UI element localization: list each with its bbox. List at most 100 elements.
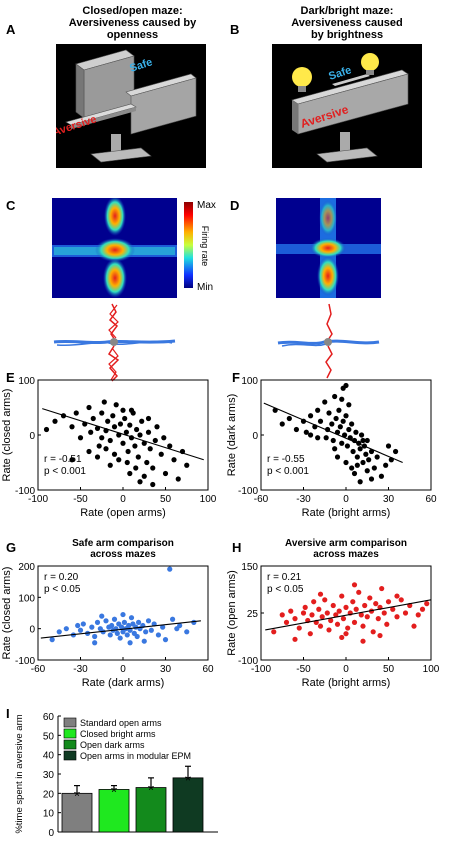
data-point: [118, 624, 125, 630]
panel-label-f: F: [232, 370, 240, 385]
x-axis-label: Rate (bright arms): [302, 507, 391, 519]
y-tick-label: -100: [238, 656, 258, 667]
data-point: [334, 621, 341, 627]
panel-a-title-line3: openness: [106, 29, 159, 41]
dark-bright-maze-illustration: Safe Aversive: [272, 44, 422, 168]
data-point: [326, 627, 332, 633]
data-point: [105, 418, 111, 424]
data-point: [293, 426, 300, 433]
data-point: [339, 593, 345, 599]
p-value: p < 0.001: [267, 466, 309, 477]
panel-label-e: E: [6, 370, 15, 385]
data-point: [128, 615, 135, 621]
data-point: [343, 382, 349, 389]
data-point: [86, 404, 92, 411]
data-point: [371, 465, 377, 471]
data-point: [344, 443, 351, 449]
light-bulb-icon: [292, 67, 312, 92]
data-point: [69, 457, 75, 463]
data-point: [120, 611, 126, 618]
y-axis-label: Rate (open arms): [226, 570, 238, 656]
data-point: [360, 638, 366, 644]
firing-rate-colorbar: Max Min Firing rate: [184, 200, 216, 293]
legend-entry: Open dark arms: [80, 740, 145, 750]
x-tick-label: 60: [425, 494, 437, 505]
x-tick-label: -60: [254, 494, 269, 505]
data-point: [161, 435, 167, 441]
data-point: [171, 457, 177, 463]
correlation-r: r = 0.20: [44, 572, 79, 583]
data-point: [77, 627, 84, 633]
data-point: [144, 459, 150, 466]
data-point: [375, 616, 381, 622]
data-point: [357, 479, 363, 485]
data-point: [184, 629, 190, 635]
data-point: [343, 631, 349, 637]
y-tick-label: 30: [43, 770, 55, 781]
panel-label-h: H: [232, 540, 242, 555]
y-tick-label: 0: [252, 431, 258, 442]
regression-line: [263, 402, 403, 464]
data-point: [317, 623, 324, 629]
data-point: [350, 448, 356, 455]
data-point: [343, 413, 349, 419]
closed-open-maze-illustration: Safe Aversive: [56, 44, 206, 168]
y-tick-label: 60: [43, 712, 55, 723]
regression-line: [42, 408, 204, 461]
data-point: [411, 623, 417, 629]
data-point: [184, 462, 190, 468]
data-point: [271, 629, 277, 635]
data-point: [75, 622, 81, 629]
data-point: [113, 402, 119, 408]
data-point: [127, 640, 133, 646]
chart-title-line: Aversive arm comparison: [285, 538, 407, 549]
data-point: [379, 585, 385, 592]
data-point: [158, 451, 164, 457]
data-point: [143, 629, 149, 635]
correlation-r: r = 0.21: [267, 572, 302, 583]
data-point: [89, 624, 95, 630]
data-point: [56, 629, 62, 635]
bar: [98, 789, 130, 833]
x-tick-label: -30: [73, 664, 88, 675]
data-point: [160, 624, 166, 630]
x-tick-label: 0: [120, 664, 126, 675]
data-point: [368, 476, 375, 482]
data-point: [88, 429, 94, 435]
x-tick-label: 0: [343, 664, 349, 675]
data-point: [49, 637, 55, 643]
y-tick-label: 150: [241, 562, 258, 573]
panel-b-title: Dark/bright maze: Aversiveness caused by…: [262, 5, 432, 41]
trajectory-dark-bright: [277, 303, 380, 379]
x-tick-label: 0: [120, 494, 126, 505]
regression-line: [40, 620, 201, 639]
data-point: [292, 636, 298, 642]
data-point: [86, 448, 92, 455]
data-point: [120, 440, 126, 446]
data-point: [122, 415, 128, 422]
x-axis-label: Rate (bright arms): [302, 677, 391, 689]
panel-b-title-line2: Aversiveness caused: [291, 17, 403, 29]
data-point: [329, 421, 335, 427]
legend-swatch: [63, 728, 77, 739]
significance-star: *: [148, 783, 154, 800]
data-point: [73, 410, 79, 416]
x-tick-label: -50: [73, 494, 88, 505]
data-point: [345, 625, 351, 631]
data-point: [330, 437, 336, 444]
data-point: [323, 435, 329, 441]
y-tick-label: 10: [43, 809, 55, 820]
data-point: [351, 470, 358, 477]
data-point: [162, 637, 169, 643]
data-point: [307, 631, 313, 637]
x-tick-label: 30: [160, 664, 172, 675]
panel-a-title-line1: Closed/open maze:: [82, 5, 183, 17]
legend-entry: Closed bright arms: [80, 729, 156, 739]
data-point: [69, 424, 75, 430]
data-point: [43, 426, 50, 433]
data-point: [394, 593, 400, 599]
data-point: [373, 601, 379, 607]
x-axis-label: Rate (open arms): [80, 507, 166, 519]
data-point: [370, 629, 376, 635]
legend-swatch: [63, 717, 77, 728]
